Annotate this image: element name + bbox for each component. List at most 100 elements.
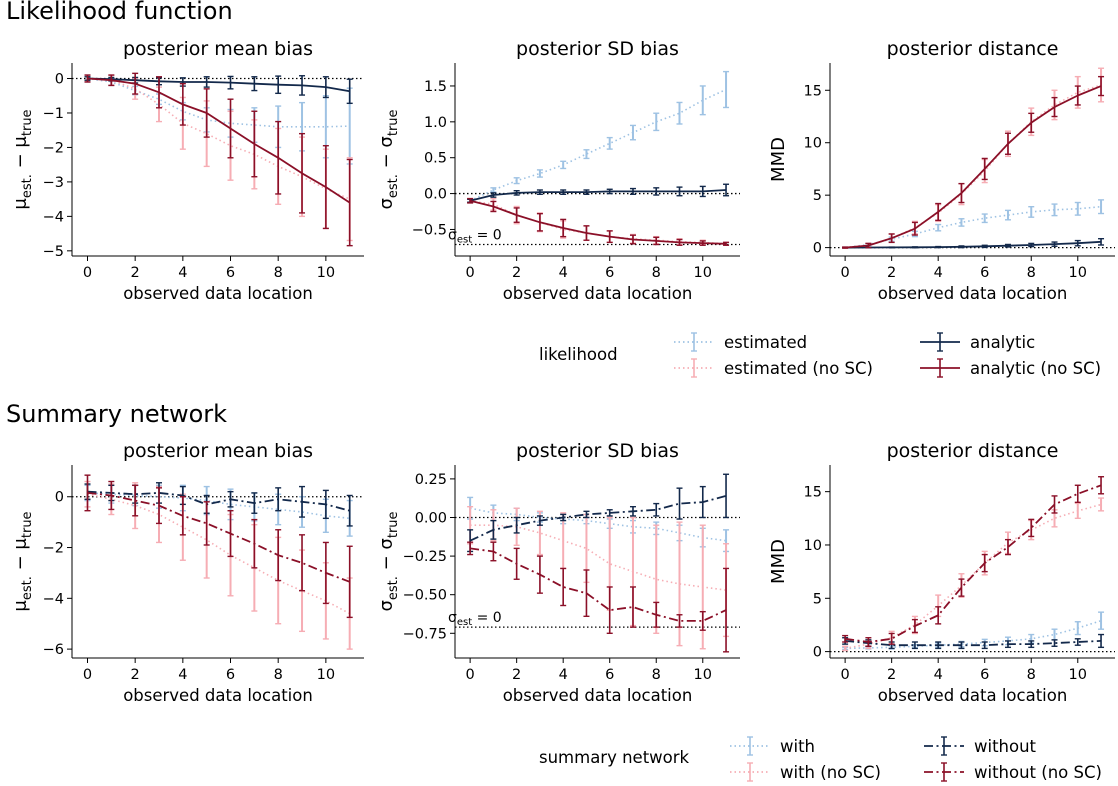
series-without bbox=[84, 482, 353, 527]
y-tick-label: 0.00 bbox=[415, 510, 447, 526]
x-tick-label: 4 bbox=[559, 265, 568, 281]
series-line bbox=[470, 524, 727, 591]
annot-part: σ bbox=[448, 610, 457, 626]
y-label-sub: est. bbox=[20, 576, 35, 600]
y-tick-label: −0.50 bbox=[403, 588, 447, 604]
series-line bbox=[469, 199, 727, 245]
series-line bbox=[87, 77, 351, 204]
x-tick-label: 8 bbox=[1027, 667, 1036, 683]
x-tick-label: 0 bbox=[83, 265, 92, 281]
y-tick-label: 0.0 bbox=[424, 187, 447, 203]
panel-title: posterior SD bias bbox=[516, 440, 679, 462]
series-line bbox=[469, 495, 727, 542]
panel-title: posterior mean bias bbox=[123, 38, 313, 60]
y-tick-label: −5 bbox=[43, 244, 64, 260]
series-line bbox=[844, 205, 1102, 249]
reference-line-label: σest = 0 bbox=[448, 610, 502, 628]
annot-part: σ bbox=[448, 228, 457, 244]
annot-sub: est bbox=[457, 617, 472, 628]
y-tick-label: 10 bbox=[804, 538, 822, 554]
x-tick-label: 0 bbox=[466, 667, 475, 683]
legend-swatch bbox=[924, 736, 964, 756]
x-tick-label: 10 bbox=[694, 265, 712, 281]
y-tick-label: 15 bbox=[804, 83, 822, 99]
chart-summary-distance: posterior distance 0 2 4 6 8 10 0 5 10 15 observed … bbox=[768, 440, 1115, 705]
series-with-no-sc- bbox=[84, 480, 353, 650]
legend-swatch bbox=[920, 358, 960, 378]
legend-summary-network: summary network with with (no SC) withou… bbox=[0, 734, 1118, 786]
y-tick-label: −3 bbox=[43, 175, 64, 191]
x-tick-label: 6 bbox=[226, 667, 235, 683]
series-without bbox=[842, 633, 1105, 650]
y-tick-label: −4 bbox=[43, 209, 64, 225]
x-tick-label: 8 bbox=[1027, 265, 1036, 281]
series-analytic bbox=[467, 183, 730, 203]
x-tick-label: 8 bbox=[274, 265, 283, 281]
legend-swatch bbox=[730, 736, 770, 756]
legend-swatch bbox=[730, 762, 770, 782]
legend-likelihood: likelihood estimated estimated (no SC) a… bbox=[0, 330, 1118, 385]
series-line bbox=[845, 240, 1102, 249]
y-label-sub: true bbox=[386, 109, 401, 136]
annot-part: = 0 bbox=[472, 610, 502, 626]
series-estimated-no-sc- bbox=[467, 197, 730, 246]
y-label-part: − σ bbox=[376, 538, 397, 576]
series-estimated bbox=[84, 74, 353, 165]
y-tick-label: 5 bbox=[813, 188, 822, 204]
x-tick-label: 6 bbox=[226, 265, 235, 281]
y-tick-label: 1.5 bbox=[424, 79, 447, 95]
series-with bbox=[467, 496, 730, 553]
y-label-part: σ bbox=[376, 600, 397, 611]
y-label-part: σ bbox=[376, 198, 397, 209]
legend-entry: without (no SC) bbox=[922, 762, 1102, 782]
annot-part: = 0 bbox=[472, 228, 502, 244]
legend-label: analytic (no SC) bbox=[970, 358, 1102, 378]
y-tick-label: −2 bbox=[43, 541, 64, 557]
y-label-part: μ bbox=[10, 600, 31, 612]
series-analytic-no-sc- bbox=[467, 197, 730, 246]
y-label-sub: true bbox=[386, 511, 401, 538]
series-analytic bbox=[842, 237, 1105, 249]
series-line bbox=[87, 77, 350, 93]
series-line bbox=[87, 492, 351, 583]
series-estimated-no-sc- bbox=[84, 74, 353, 242]
y-tick-label: −0.5 bbox=[412, 222, 447, 238]
x-tick-label: 4 bbox=[934, 667, 943, 683]
section-title-likelihood: Likelihood function bbox=[6, 0, 233, 25]
section-title-summary-network: Summary network bbox=[6, 400, 228, 428]
x-tick-label: 0 bbox=[83, 667, 92, 683]
legend-title: summary network bbox=[539, 748, 690, 767]
y-axis-label: μest. − μtrue bbox=[10, 109, 35, 209]
x-axis-label: observed data location bbox=[878, 284, 1068, 303]
x-axis-label: observed data location bbox=[123, 284, 313, 303]
x-axis-label: observed data location bbox=[503, 686, 693, 705]
y-axis-label: MMD bbox=[768, 539, 789, 584]
y-tick-label: 0 bbox=[55, 72, 64, 88]
x-tick-label: 2 bbox=[131, 667, 140, 683]
legend-swatch bbox=[920, 332, 960, 352]
x-tick-label: 10 bbox=[317, 667, 335, 683]
series-with-no-sc- bbox=[467, 505, 730, 650]
y-axis-label: σest. − σtrue bbox=[376, 511, 401, 611]
y-tick-label: 10 bbox=[804, 136, 822, 152]
x-tick-label: 2 bbox=[887, 265, 896, 281]
y-label-sub: true bbox=[20, 109, 35, 136]
legend-entry: estimated (no SC) bbox=[672, 358, 873, 378]
x-tick-label: 8 bbox=[652, 667, 661, 683]
series-line bbox=[87, 493, 351, 615]
series-without bbox=[467, 473, 730, 553]
y-tick-label: 0.5 bbox=[424, 151, 447, 167]
legend-label: with bbox=[780, 736, 816, 756]
series-line bbox=[87, 77, 351, 200]
y-axis-label: μest. − μtrue bbox=[10, 511, 35, 611]
series-line bbox=[469, 547, 727, 622]
x-tick-label: 4 bbox=[178, 667, 187, 683]
legend-entry: analytic bbox=[918, 332, 1035, 352]
y-tick-label: −6 bbox=[43, 642, 64, 658]
legend-swatch bbox=[924, 762, 964, 782]
x-tick-label: 10 bbox=[1069, 265, 1087, 281]
y-label-part: μ bbox=[10, 198, 31, 210]
x-axis-label: observed data location bbox=[878, 686, 1068, 705]
y-label-part: − μ bbox=[10, 538, 31, 577]
chart-summary-sd-bias: posterior SD bias 0 2 4 6 8 10 0.25 0.00 −0.25 −0.… bbox=[376, 440, 740, 705]
